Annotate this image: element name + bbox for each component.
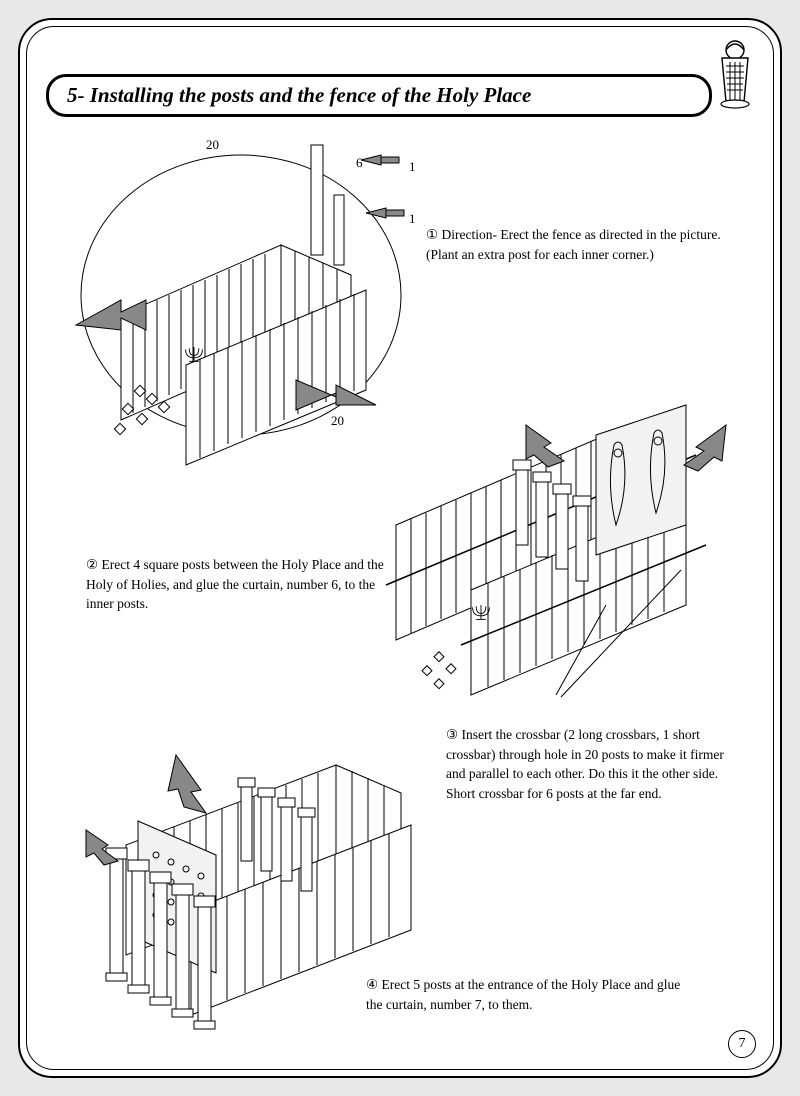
header: 5- Installing the posts and the fence of… [46,74,754,117]
label-6: 6 [356,155,363,171]
label-1a: 1 [409,159,416,175]
step4-text: ④ Erect 5 posts at the entrance of the H… [366,975,686,1014]
step2-diagram [376,405,746,705]
label-20a: 20 [206,137,219,153]
page-number: 7 [728,1030,756,1058]
arrow-left-icon [76,300,146,330]
step1-text: ① Direction- Erect the fence as directed… [426,225,736,264]
arrow-down-icon [168,755,206,813]
arrow-down-icon [684,425,726,471]
step1-diagram [66,125,426,445]
step3-text: ③ Insert the crossbar (2 long crossbars,… [446,725,746,803]
step2-text: ② Erect 4 square posts between the Holy … [86,555,406,614]
label-20b: 20 [331,413,344,429]
priest-figure-icon [712,40,758,110]
page-frame: 5- Installing the posts and the fence of… [18,18,782,1078]
arrow-down-icon [526,425,564,467]
small-arrow-icon [361,155,399,165]
page-title: 5- Installing the posts and the fence of… [46,74,712,117]
label-1b: 1 [409,211,416,227]
content-area: 20 6 1 1 20 ① Direction- Erect the fence… [46,135,754,1055]
small-arrow-icon [366,208,404,218]
